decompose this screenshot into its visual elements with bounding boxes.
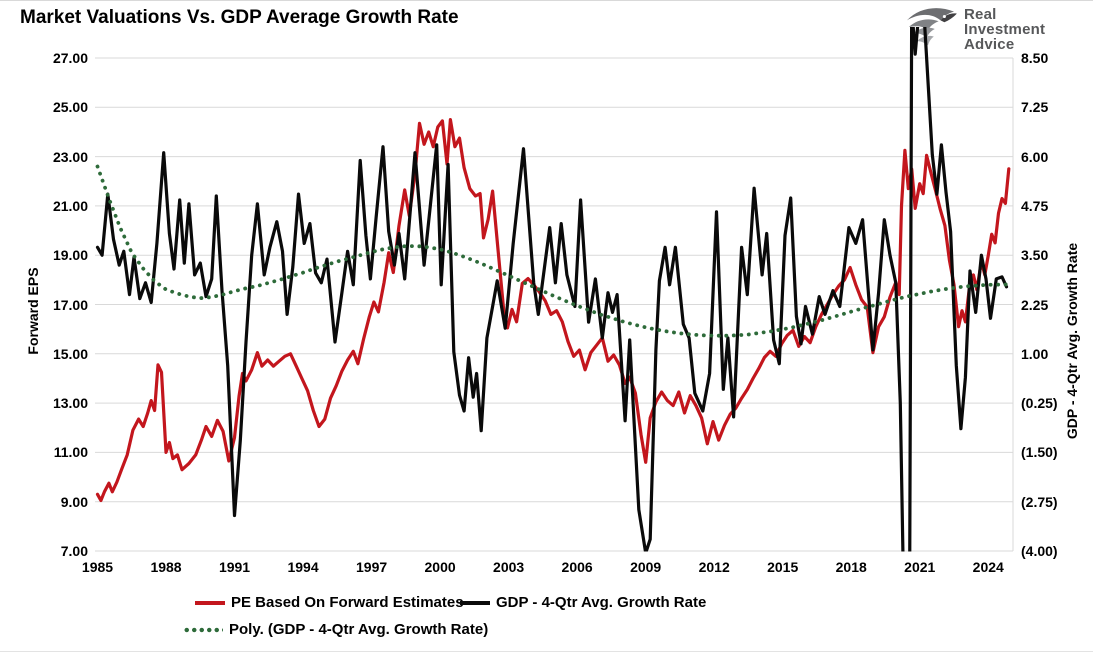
brand-name-line1: Real (964, 6, 997, 23)
x-tick-label: 2000 (424, 559, 456, 575)
y-left-tick-label: 7.00 (60, 543, 88, 559)
y-right-tick-label: 8.50 (1021, 50, 1049, 66)
y-left-tick-label: 9.00 (60, 493, 88, 510)
legend-swatch-pe (195, 600, 225, 605)
y-right-tick-label: 4.75 (1021, 197, 1049, 214)
x-tick-label: 1985 (81, 559, 114, 575)
series-line-0 (95, 117, 1011, 503)
series-line-2 (95, 164, 1011, 338)
x-tick-label: 1988 (150, 559, 182, 575)
y-left-tick-label: 27.00 (52, 50, 88, 66)
brand-name-line3: Advice (964, 36, 1015, 53)
legend-item-gdp: GDP - 4-Qtr Avg. Growth Rate (460, 594, 706, 611)
y-right-tick-label: 6.00 (1021, 148, 1049, 165)
x-tick-label: 2024 (972, 559, 1004, 575)
y-left-tick-label: 25.00 (52, 99, 88, 116)
x-tick-label: 1997 (356, 559, 388, 575)
legend-swatch-gdp (460, 600, 490, 605)
y-left-tick-label: 13.00 (52, 395, 88, 412)
legend-item-pe: PE Based On Forward Estimates (195, 594, 464, 611)
y-right-tick-label: (2.75) (1021, 493, 1058, 510)
legend-label-pe: PE Based On Forward Estimates (231, 594, 464, 611)
y-right-tick-label: 3.50 (1021, 247, 1049, 264)
y-left-tick-label: 11.00 (53, 444, 88, 461)
brand-name: Real Investment Advice (964, 7, 1045, 52)
legend-label-gdp: GDP - 4-Qtr Avg. Growth Rate (496, 594, 707, 611)
brand-name-line2: Investment (964, 21, 1046, 38)
x-tick-label: 2021 (904, 559, 936, 575)
x-tick-label: 2003 (493, 559, 525, 575)
series-line-1 (95, 27, 1009, 552)
y-left-tick-label: 17.00 (52, 296, 88, 313)
y-left-tick-label: 15.00 (52, 345, 88, 362)
x-tick-label: 2018 (835, 559, 867, 575)
x-tick-label: 2015 (767, 559, 799, 575)
x-tick-label: 2006 (561, 559, 593, 575)
legend-item-poly: Poly. (GDP - 4-Qtr Avg. Growth Rate) (183, 621, 488, 638)
y-left-tick-label: 19.00 (52, 247, 88, 264)
x-tick-label: 2009 (630, 559, 662, 575)
legend-swatch-poly (183, 626, 223, 633)
y-right-tick-label: 1.00 (1021, 345, 1049, 362)
x-tick-label: 1994 (287, 559, 319, 575)
y-right-tick-label: 2.25 (1021, 296, 1049, 313)
y-right-tick-label: (0.25) (1021, 395, 1058, 412)
y-left-tick-label: 21.00 (52, 197, 88, 214)
y-right-tick-label: (4.00) (1021, 543, 1058, 559)
x-tick-label: 2012 (698, 559, 730, 575)
legend-label-poly: Poly. (GDP - 4-Qtr Avg. Growth Rate) (229, 621, 489, 638)
x-tick-label: 1991 (218, 559, 251, 575)
y-right-tick-label: (1.50) (1021, 444, 1058, 461)
chart-title: Market Valuations Vs. GDP Average Growth… (20, 7, 459, 28)
y-right-tick-label: 7.25 (1021, 99, 1049, 116)
y-left-tick-label: 23.00 (52, 148, 88, 165)
